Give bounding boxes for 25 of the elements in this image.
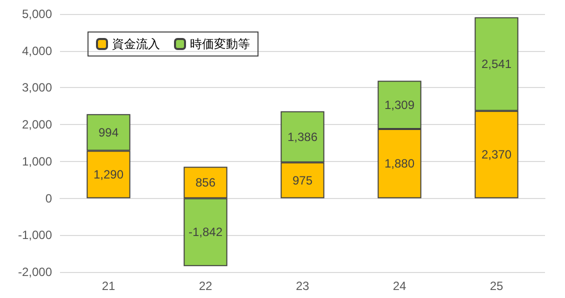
x-tick-label: 21 [102,279,116,293]
y-tick-label: 1,000 [22,154,52,168]
data-label: 1,386 [287,130,318,144]
x-tick-label: 25 [490,279,504,293]
y-tick-label: 4,000 [22,44,52,58]
data-label: 1,880 [384,156,415,171]
y-tick-label: -1,000 [18,228,52,242]
data-label: -1,842 [188,225,223,240]
legend-label: 時価変動等 [190,37,250,51]
data-label: 1,309 [384,98,415,112]
y-tick-label: 3,000 [22,80,52,95]
y-tick-label: 5,000 [22,7,52,21]
data-label: 975 [292,173,313,188]
y-tick-label: 0 [45,191,52,206]
legend-label: 資金流入 [112,37,160,51]
y-tick-label: 2,000 [22,118,52,132]
data-label: 2,370 [481,148,512,162]
data-label: 994 [98,125,119,140]
x-tick-label: 24 [392,279,406,293]
y-tick-label: -2,000 [18,265,52,279]
x-tick-label: 23 [296,279,310,293]
x-tick-label: 22 [198,279,212,293]
data-label: 856 [195,176,216,190]
data-label: 1,290 [93,168,124,182]
data-label: 2,541 [481,57,512,72]
